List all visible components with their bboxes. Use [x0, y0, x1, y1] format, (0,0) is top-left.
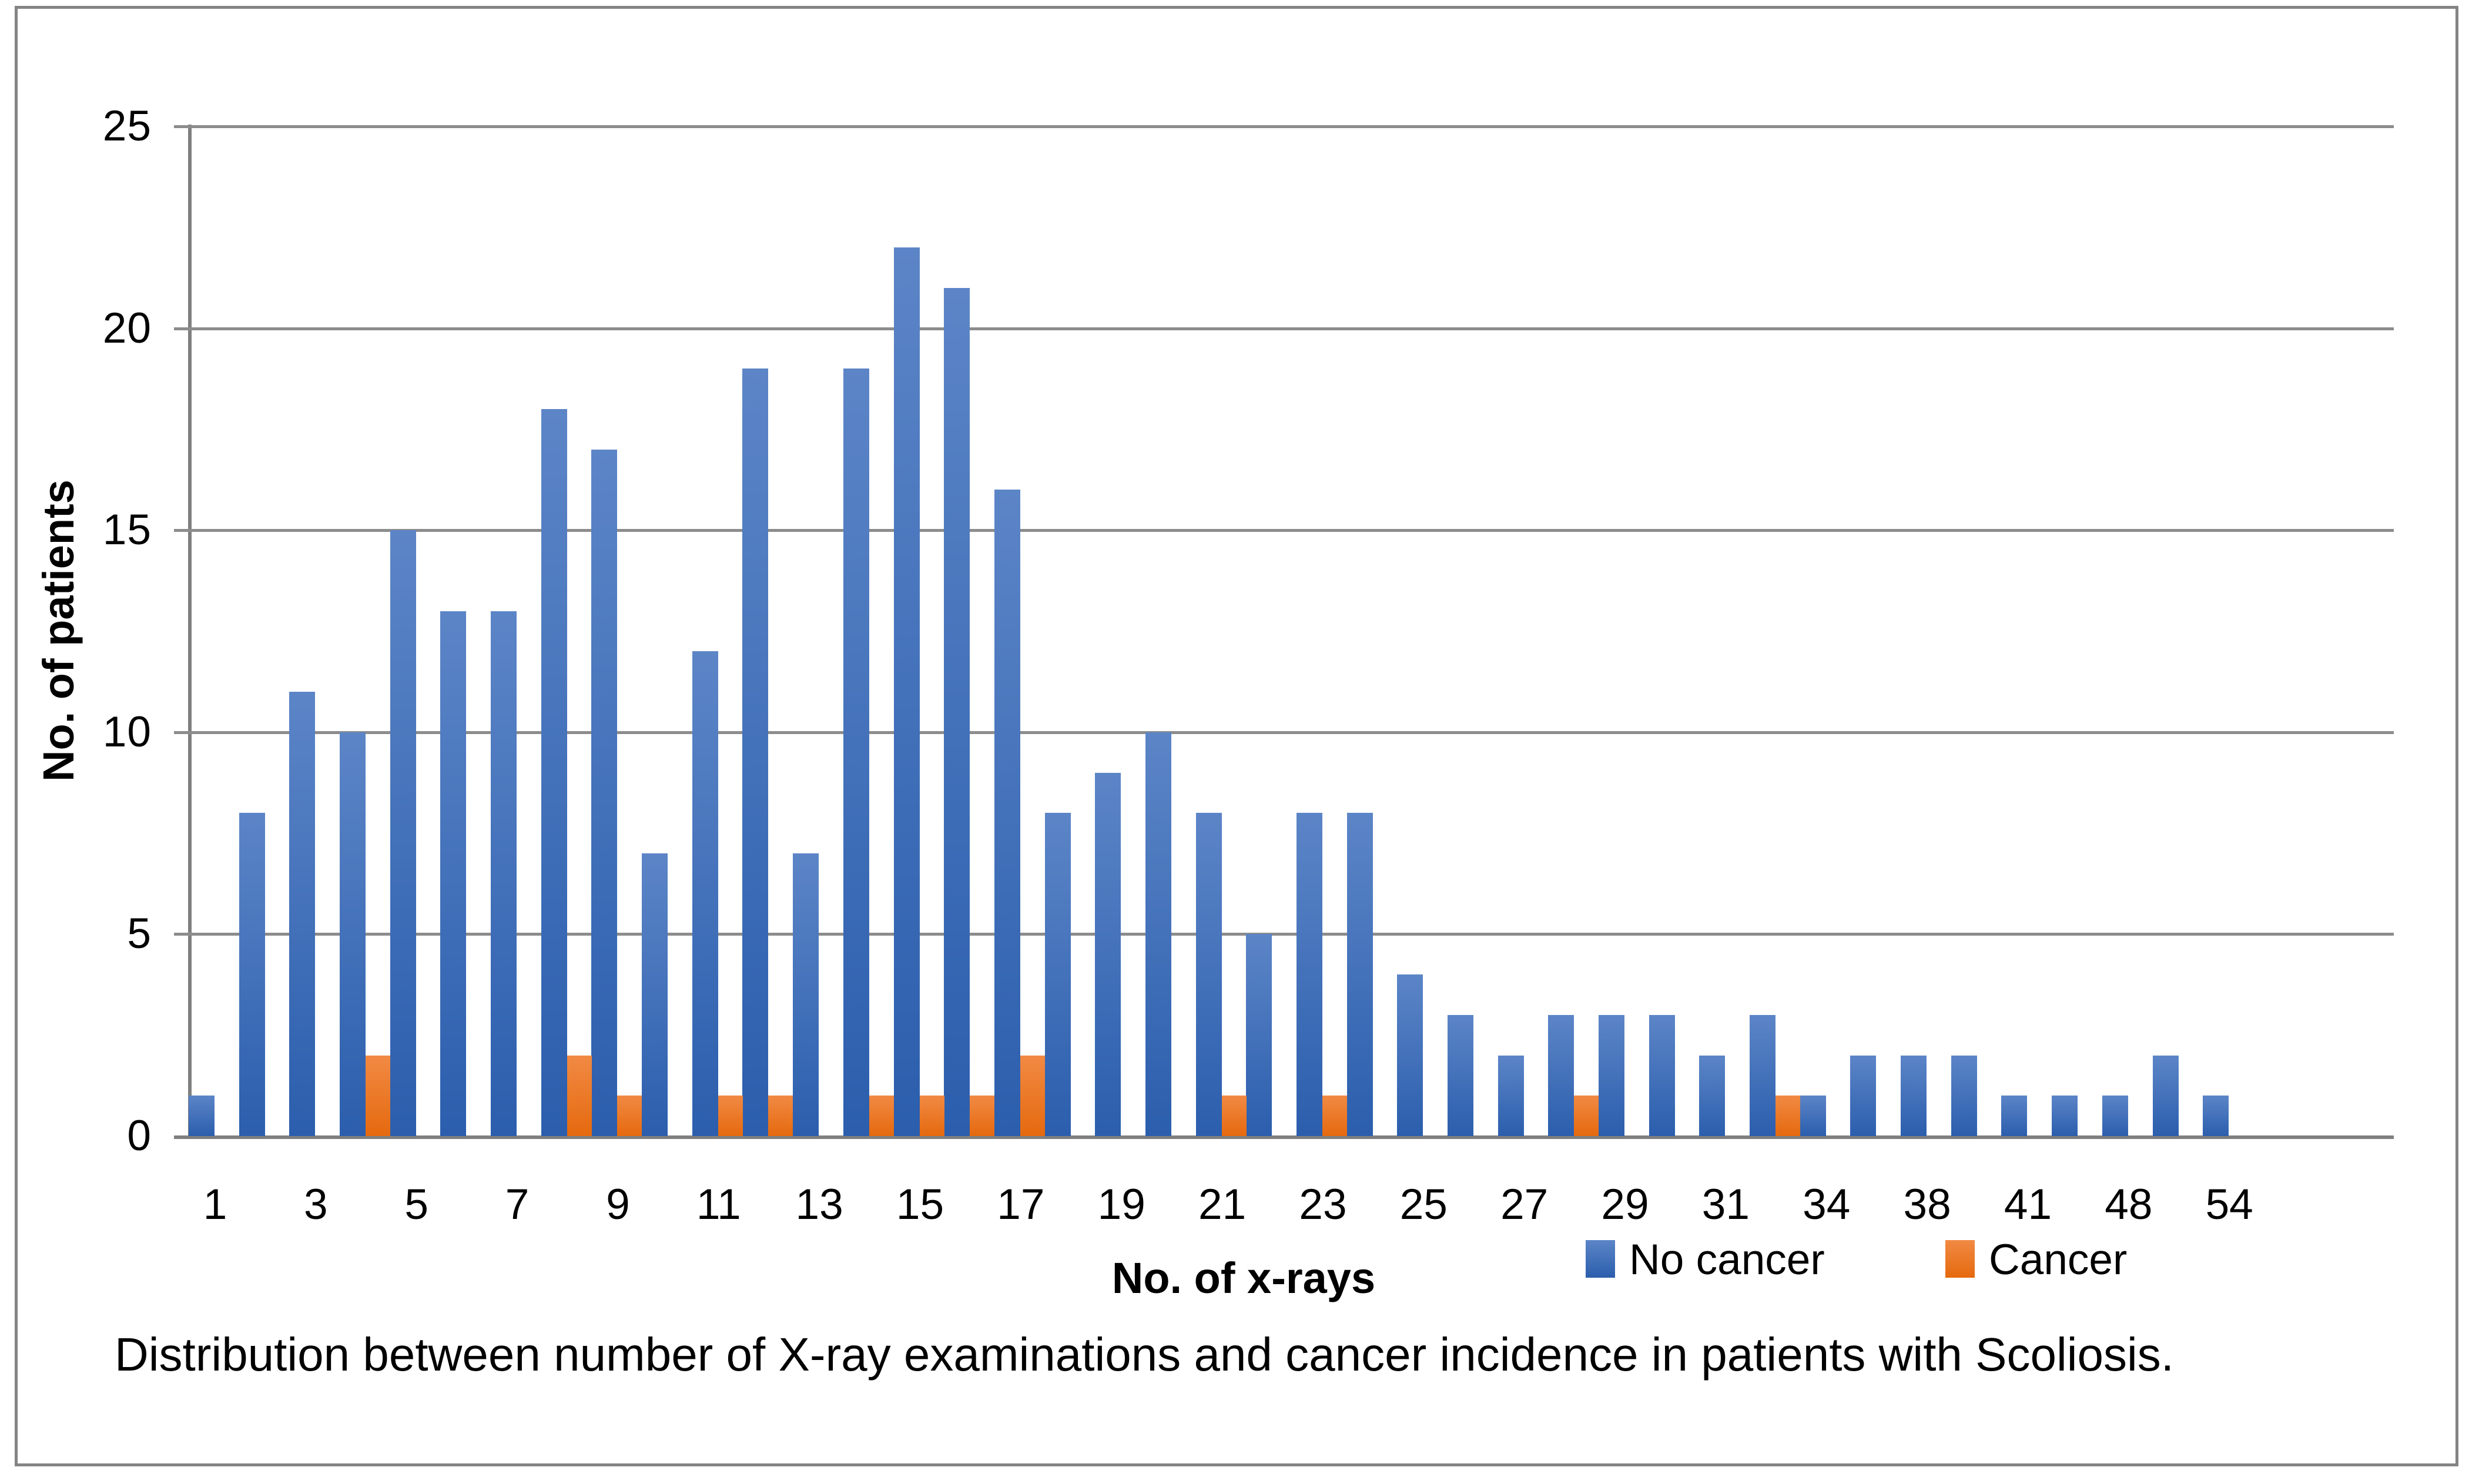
x-tick-label: 25 [1399, 1181, 1448, 1228]
bar-no-cancer [591, 449, 618, 1136]
bar-no-cancer [491, 611, 517, 1136]
bar-no-cancer [742, 369, 769, 1136]
y-tick-label: 25 [102, 102, 152, 150]
bar-no-cancer [1901, 1055, 1927, 1136]
y-tick-label: 20 [102, 304, 152, 352]
y-tick-label: 15 [102, 506, 152, 554]
bar-no-cancer [440, 611, 467, 1136]
bar-cancer [567, 1055, 592, 1136]
x-tick-label: 48 [2105, 1181, 2153, 1228]
bar-no-cancer [793, 853, 819, 1136]
bar-no-cancer [994, 490, 1020, 1136]
bar-no-cancer [1145, 732, 1171, 1136]
x-tick-label: 31 [1701, 1181, 1750, 1228]
bar-no-cancer [2152, 1055, 2179, 1136]
y-gridline [174, 327, 2394, 330]
bar-no-cancer [944, 287, 970, 1136]
bar-no-cancer [541, 409, 567, 1136]
bar-cancer [366, 1055, 391, 1136]
x-axis-title: No. of x-rays [1111, 1254, 1376, 1302]
x-tick-label: 13 [795, 1181, 843, 1228]
bar-no-cancer [1699, 1055, 1726, 1136]
x-axis-line [174, 1135, 2394, 1139]
x-tick-label: 1 [203, 1181, 227, 1228]
x-tick-label: 3 [304, 1181, 328, 1228]
bar-no-cancer [1246, 934, 1272, 1136]
x-tick-label: 17 [997, 1181, 1045, 1228]
bar-no-cancer [692, 651, 718, 1136]
bar-no-cancer [893, 247, 920, 1136]
figure-caption: Distribution between number of X-ray exa… [115, 1328, 2175, 1381]
bar-cancer [718, 1096, 743, 1136]
legend-swatch-cancer-icon [1945, 1240, 1975, 1278]
x-tick-label: 41 [2004, 1181, 2052, 1228]
y-gridline [174, 529, 2394, 532]
bar-cancer [869, 1096, 894, 1136]
x-tick-label: 15 [896, 1181, 944, 1228]
x-tick-label: 7 [505, 1181, 530, 1228]
bar-cancer [1322, 1096, 1347, 1136]
x-tick-label: 29 [1601, 1181, 1649, 1228]
y-axis-title: No. of patients [34, 479, 83, 782]
bar-no-cancer [1346, 813, 1373, 1136]
bar-cancer [1775, 1096, 1801, 1136]
x-tick-label: 19 [1097, 1181, 1145, 1228]
bar-no-cancer [1750, 1014, 1776, 1136]
y-gridline [174, 933, 2394, 936]
x-tick-label: 34 [1803, 1181, 1851, 1228]
bar-no-cancer [1548, 1014, 1574, 1136]
x-tick-label: 5 [404, 1181, 429, 1228]
bar-no-cancer [1095, 772, 1121, 1136]
bar-cancer [919, 1096, 944, 1136]
bar-no-cancer [1044, 813, 1071, 1136]
bar-cancer [617, 1096, 642, 1136]
bar-no-cancer [1951, 1055, 1977, 1136]
legend-swatch-no-cancer-icon [1586, 1240, 1615, 1278]
bar-no-cancer [1599, 1014, 1625, 1136]
bar-no-cancer [2102, 1096, 2128, 1136]
bar-no-cancer [2001, 1096, 2028, 1136]
legend-label-cancer: Cancer [1989, 1236, 2128, 1284]
x-tick-label: 21 [1198, 1181, 1247, 1228]
bar-cancer [1221, 1096, 1247, 1136]
y-gridline [174, 125, 2394, 128]
bar-cancer [1020, 1055, 1045, 1136]
bar-no-cancer [1800, 1096, 1826, 1136]
x-tick-label: 38 [1903, 1181, 1951, 1228]
bar-no-cancer [1649, 1014, 1675, 1136]
y-gridline [174, 731, 2394, 734]
bar-cancer [1574, 1096, 1599, 1136]
bar-no-cancer [642, 853, 668, 1136]
bar-no-cancer [289, 692, 316, 1136]
chart-outer-border [15, 6, 2458, 1466]
bar-no-cancer [1850, 1055, 1877, 1136]
y-tick-label: 0 [127, 1112, 152, 1160]
x-tick-label: 23 [1299, 1181, 1347, 1228]
y-axis-line [188, 125, 192, 1139]
y-tick-label: 10 [102, 708, 152, 756]
y-tick-label: 5 [127, 910, 152, 958]
x-tick-label: 11 [696, 1181, 741, 1228]
x-tick-label: 54 [2205, 1181, 2253, 1228]
bar-no-cancer [843, 369, 869, 1136]
bar-cancer [970, 1096, 995, 1136]
bar-no-cancer [2203, 1096, 2229, 1136]
bar-no-cancer [239, 813, 265, 1136]
bar-no-cancer [1448, 1014, 1473, 1136]
bar-no-cancer [390, 530, 416, 1136]
x-tick-label: 9 [606, 1181, 630, 1228]
bar-cancer [768, 1096, 793, 1136]
x-tick-label: 27 [1500, 1181, 1549, 1228]
bar-no-cancer [2052, 1096, 2078, 1136]
bar-no-cancer [340, 732, 366, 1136]
legend-label-no-cancer: No cancer [1629, 1236, 1825, 1284]
bar-no-cancer [189, 1096, 215, 1136]
bar-no-cancer [1195, 813, 1222, 1136]
bar-no-cancer [1397, 974, 1423, 1136]
bar-no-cancer [1296, 813, 1322, 1136]
bar-no-cancer [1498, 1055, 1524, 1136]
